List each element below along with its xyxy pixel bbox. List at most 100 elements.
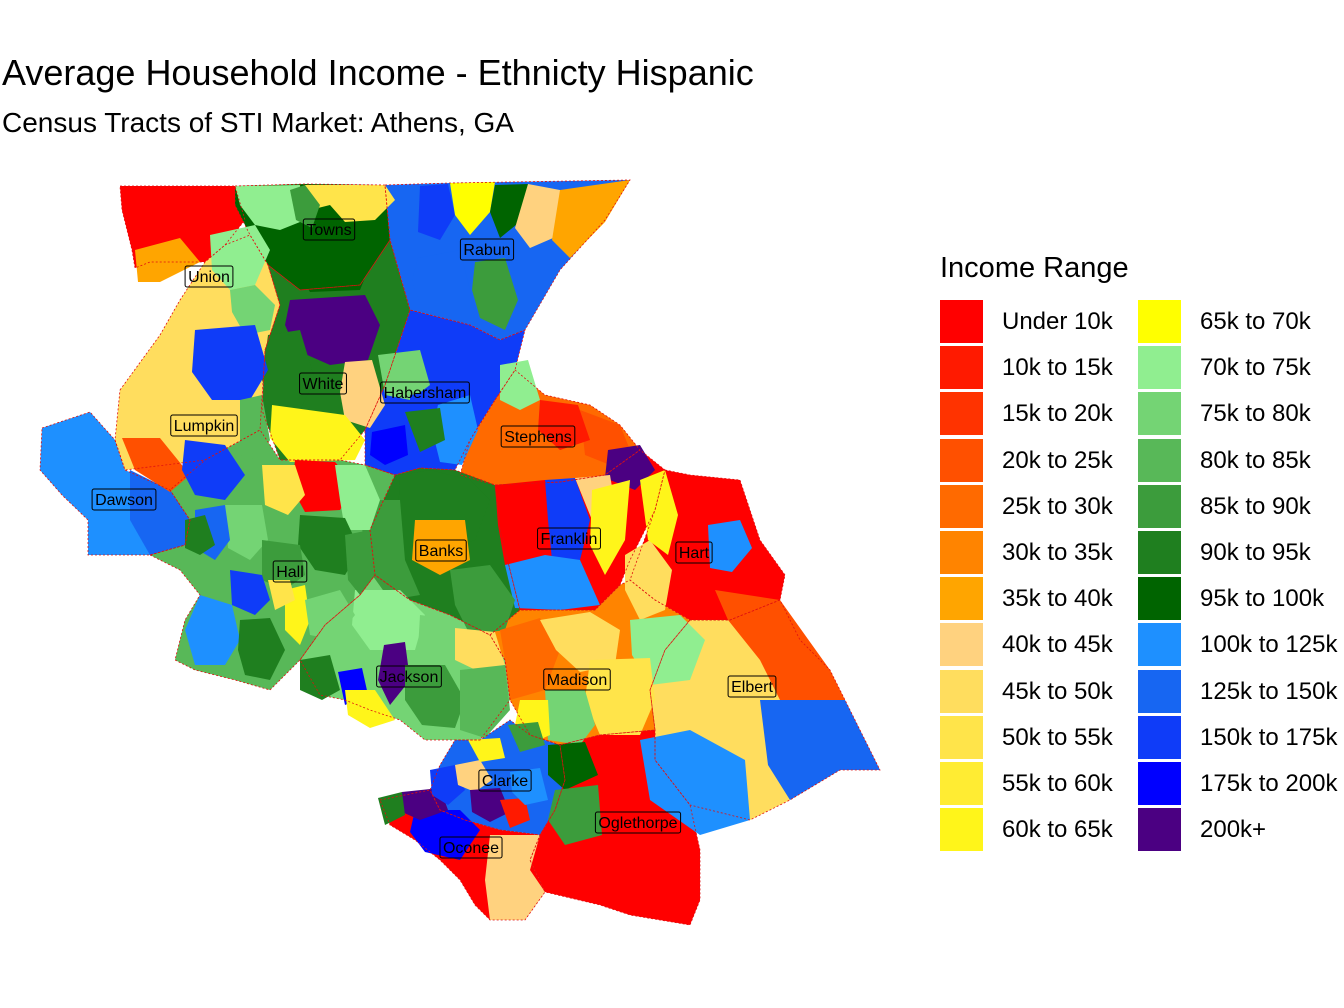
legend-label: 25k to 30k [1002,492,1113,520]
census-tract [345,530,375,595]
census-tract [540,612,620,672]
legend-swatch [940,623,983,667]
legend-label: 30k to 35k [1002,538,1113,566]
county-label-hall: Hall [272,560,308,583]
legend-label: 65k to 70k [1200,308,1311,335]
legend-label: 85k to 90k [1200,492,1311,520]
legend-swatch [1138,300,1181,343]
legend-swatch [940,530,983,574]
county-label-text: Stephens [504,429,572,446]
census-tract [515,184,560,248]
county-label-box [376,665,442,688]
county-border [459,369,641,486]
census-tract [450,565,515,635]
census-tract [485,835,545,920]
census-tract [418,184,455,240]
census-tract [378,792,405,825]
census-tract [468,738,505,762]
county-label-jackson: Jackson [376,665,442,688]
legend-label: 45k to 50k [1002,677,1113,705]
county-label-box [594,811,682,834]
census-tract [640,730,750,835]
census-tract [185,515,215,555]
census-tract [262,465,305,515]
county-border [369,467,521,636]
legend-label: 80k to 85k [1200,446,1311,474]
chart-subtitle: Census Tracts of STI Market: Athens, GA [2,107,514,138]
county-label-text: Elbert [731,679,773,696]
legend-swatch [1138,530,1181,574]
legend-swatch [1138,623,1181,667]
legend-label: 125k to 150k [1200,677,1338,705]
county-label-lumpkin: Lumpkin [170,414,238,437]
county-border [649,599,881,821]
census-tract [430,765,465,805]
tract-detail-layer [122,180,880,920]
census-tract [378,642,410,705]
census-tract [290,185,320,228]
legend-label: 100k to 125k [1200,631,1338,659]
census-tract [295,230,372,292]
county-label-habersham: Habersham [380,381,470,404]
legend-label: 60k to 65k [1002,816,1113,844]
county-label-banks: Banks [415,539,467,562]
county-border [114,234,281,471]
census-tract [460,665,510,738]
county-label-box [439,836,503,859]
census-tract [305,590,355,640]
county-label-oconee: Oconee [439,836,503,859]
census-tract [192,325,268,400]
legend-swatch [1138,484,1181,528]
census-tract [405,665,465,728]
legend-swatch [1138,392,1181,436]
census-tract [122,438,190,492]
county-label-dawson: Dawson [91,488,157,511]
census-tract [210,225,270,290]
legend-swatch [1138,715,1181,759]
legend-swatch [940,484,983,528]
census-tract [130,470,190,555]
census-tract [450,182,495,235]
census-tract [268,580,295,610]
county-label-elbert: Elbert [727,675,777,698]
legend-swatch [940,715,983,759]
county-label-text: Jackson [380,669,439,686]
legend-swatch [1138,346,1181,390]
legend-swatch [940,300,983,343]
census-tract [455,760,492,792]
legend-swatch [1138,808,1181,852]
census-tract [238,618,285,680]
legend-label: 15k to 20k [1002,400,1113,428]
legend-swatch [1138,669,1181,713]
census-tract [352,590,425,650]
legend-label: 20k to 25k [1002,446,1113,474]
county-border [489,579,691,746]
county-label-layer: Towns Rabun Union White Habersham Lumpkin Step… [91,218,777,859]
legend-swatch [940,669,983,713]
county-label-text: Towns [306,222,351,239]
county-label-hart: Hart [675,541,713,564]
county-label-box [272,560,308,583]
county-label-union: Union [184,265,234,288]
census-tract [298,515,360,575]
county-label-box [184,265,234,288]
county-label-text: White [303,376,344,393]
county-label-box [170,414,238,437]
county-label-box [727,675,777,698]
county-label-text: Oconee [443,840,499,857]
county-border [39,411,191,556]
census-tract [490,184,528,238]
county-label-box [415,539,467,562]
census-tract [410,810,480,860]
census-tract [262,330,315,412]
census-tract [370,425,408,465]
census-tract [335,465,380,530]
census-tract [495,480,555,565]
census-tract [500,798,530,828]
county-border [119,185,246,269]
census-tract [472,258,518,330]
census-tract [585,658,655,735]
chart-title: Average Household Income - Ethnicty Hisp… [2,52,754,93]
census-tract [135,238,200,282]
county-label-text: Madison [547,672,607,689]
